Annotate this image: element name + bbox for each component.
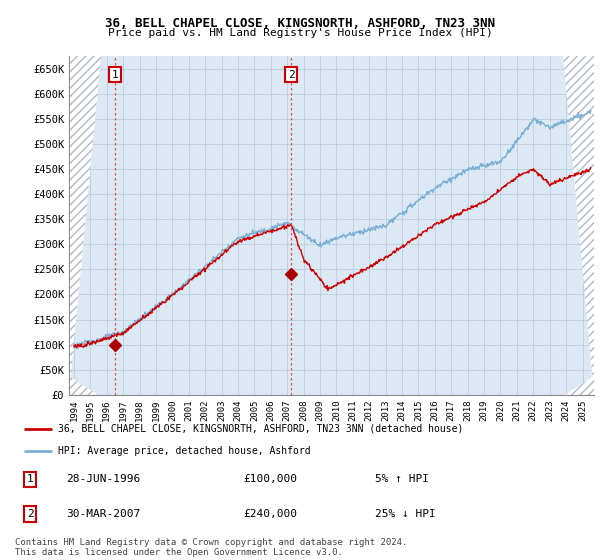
- Polygon shape: [69, 56, 101, 395]
- Text: HPI: Average price, detached house, Ashford: HPI: Average price, detached house, Ashf…: [58, 446, 311, 455]
- Text: 30-MAR-2007: 30-MAR-2007: [66, 509, 140, 519]
- Text: 1: 1: [112, 69, 118, 80]
- Text: 25% ↓ HPI: 25% ↓ HPI: [375, 509, 436, 519]
- Text: Price paid vs. HM Land Registry's House Price Index (HPI): Price paid vs. HM Land Registry's House …: [107, 28, 493, 38]
- Text: 36, BELL CHAPEL CLOSE, KINGSNORTH, ASHFORD, TN23 3NN: 36, BELL CHAPEL CLOSE, KINGSNORTH, ASHFO…: [105, 17, 495, 30]
- Text: 2: 2: [26, 509, 34, 519]
- Text: 2: 2: [288, 69, 295, 80]
- Text: £100,000: £100,000: [243, 474, 297, 484]
- Polygon shape: [565, 376, 594, 395]
- Text: Contains HM Land Registry data © Crown copyright and database right 2024.
This d: Contains HM Land Registry data © Crown c…: [15, 538, 407, 557]
- Text: 36, BELL CHAPEL CLOSE, KINGSNORTH, ASHFORD, TN23 3NN (detached house): 36, BELL CHAPEL CLOSE, KINGSNORTH, ASHFO…: [58, 424, 464, 434]
- Text: 28-JUN-1996: 28-JUN-1996: [66, 474, 140, 484]
- Text: 5% ↑ HPI: 5% ↑ HPI: [375, 474, 429, 484]
- Text: 1: 1: [26, 474, 34, 484]
- Polygon shape: [69, 376, 98, 395]
- Polygon shape: [563, 56, 594, 395]
- Text: £240,000: £240,000: [243, 509, 297, 519]
